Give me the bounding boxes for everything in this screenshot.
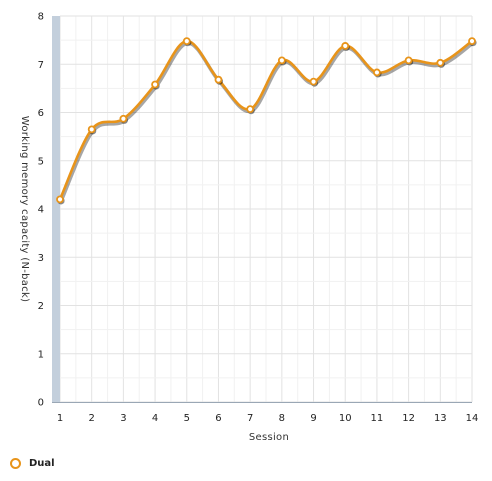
legend-marker-icon: [10, 458, 21, 469]
x-tick-label: 13: [434, 413, 447, 424]
y-tick-label: 0: [38, 398, 44, 409]
x-tick-label: 2: [89, 413, 95, 424]
data-point[interactable]: [436, 58, 445, 67]
y-axis-title: Working memory capacity (N-back): [19, 116, 30, 303]
data-point[interactable]: [151, 80, 159, 89]
y-tick-label: 1: [38, 349, 44, 360]
x-tick-label: 14: [466, 413, 479, 424]
y-tick-label: 2: [38, 301, 44, 312]
data-point[interactable]: [56, 195, 64, 204]
x-tick-label: 12: [402, 413, 415, 424]
x-tick-label: 9: [310, 413, 316, 424]
data-point[interactable]: [214, 75, 223, 84]
x-tick-label: 1: [57, 413, 63, 424]
data-point[interactable]: [87, 125, 96, 134]
x-tick-label: 11: [371, 413, 384, 424]
x-tick-label: 6: [215, 413, 221, 424]
data-point[interactable]: [182, 37, 191, 45]
y-tick-label: 5: [38, 156, 44, 167]
data-point[interactable]: [404, 56, 413, 65]
y-tick-label: 3: [38, 253, 44, 264]
x-tick-label: 5: [184, 413, 190, 424]
y-tick-label: 7: [38, 60, 44, 71]
y-tick-label: 4: [38, 205, 44, 216]
grid: [59, 15, 473, 403]
x-tick-label: 3: [120, 413, 126, 424]
data-point[interactable]: [277, 56, 286, 65]
data-point[interactable]: [468, 37, 476, 45]
series-layer: [56, 37, 477, 205]
x-tick-label: 7: [247, 413, 253, 424]
data-point[interactable]: [246, 105, 255, 114]
data-point[interactable]: [309, 77, 318, 86]
x-tick-label: 8: [279, 413, 285, 424]
data-point[interactable]: [119, 114, 128, 123]
x-tick-label: 10: [339, 413, 352, 424]
legend[interactable]: Dual: [10, 458, 55, 469]
data-point[interactable]: [341, 42, 350, 50]
legend-label: Dual: [29, 458, 55, 469]
x-axis-title: Session: [249, 432, 289, 443]
y-tick-label: 6: [38, 108, 44, 119]
y-tick-label: 8: [38, 12, 44, 23]
x-tick-label: 4: [152, 413, 158, 424]
y-axis-band: [52, 16, 60, 402]
data-point[interactable]: [373, 68, 381, 77]
